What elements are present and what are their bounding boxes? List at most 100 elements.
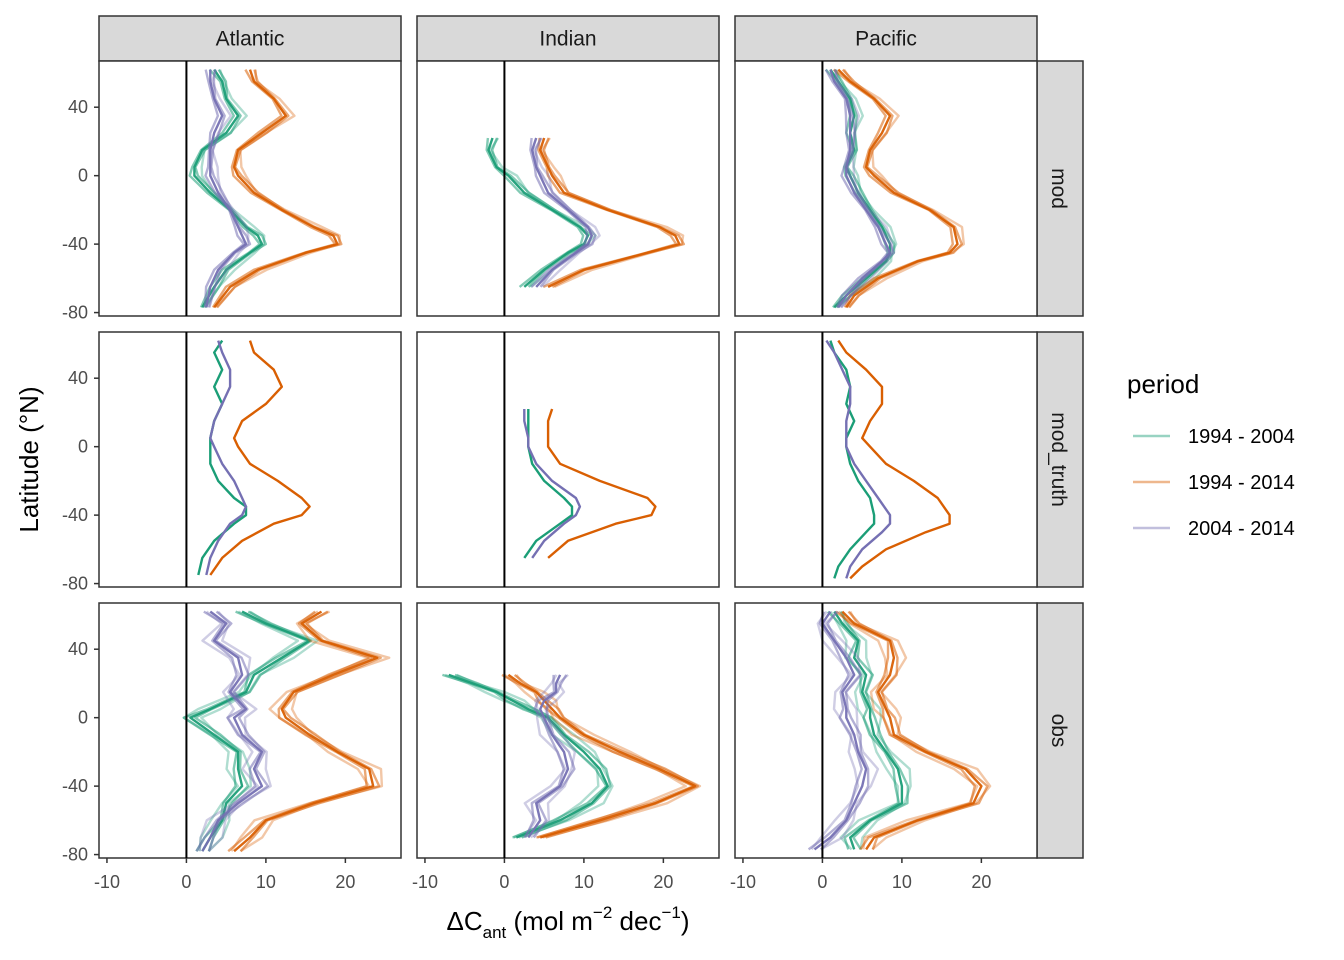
panel-background — [416, 60, 720, 317]
x-tick-label: 10 — [574, 872, 594, 892]
x-axis-title-base: ΔC — [446, 906, 482, 936]
series-line-1994-2004 — [182, 610, 309, 852]
series-line-2004-2014 — [207, 610, 270, 852]
legend-label-1994-2014: 1994 - 2014 — [1188, 472, 1295, 494]
series-line-1994-2004 — [485, 137, 585, 288]
series-line-1994-2014 — [215, 69, 341, 309]
series-line-2004-2014 — [205, 340, 248, 576]
y-axis: -80 -40 0 40 -80 -40 0 40 -80 -40 0 40 — [62, 97, 99, 865]
series-line-2004-2014 — [820, 610, 880, 851]
strip-mod-truth — [1036, 331, 1084, 588]
panel-background — [734, 602, 1038, 859]
series-line-1994-2004 — [834, 69, 898, 309]
y-tick-label: -40 — [62, 776, 88, 796]
x-tick-label: -10 — [94, 872, 120, 892]
series-line-2004-2014 — [208, 69, 252, 308]
panel-background — [416, 331, 720, 588]
series-line-1994-2004 — [489, 137, 597, 288]
series-group — [825, 339, 951, 580]
panel-atlantic-mod-truth — [98, 331, 402, 588]
panel-background — [734, 331, 1038, 588]
series-line-1994-2004 — [200, 69, 266, 309]
legend: period 1994 - 2004 1994 - 2014 2004 - 20… — [1127, 369, 1295, 540]
series-line-2004-2014 — [201, 610, 264, 852]
y-tick-label: 0 — [78, 437, 88, 457]
series-line-2004-2014 — [532, 674, 576, 839]
panel-background — [98, 331, 402, 588]
row-strips: mod mod_truth obs — [1036, 60, 1084, 859]
series-line-2004-2014 — [207, 69, 250, 308]
series-group — [824, 68, 965, 309]
series-group — [197, 339, 311, 576]
x-tick-label: 20 — [653, 872, 673, 892]
x-axis-title-exp2: −1 — [661, 903, 680, 922]
y-tick-label: -40 — [62, 234, 88, 254]
x-tick-label: -10 — [412, 872, 438, 892]
series-group — [188, 68, 343, 309]
series-line-2004-2014 — [203, 69, 246, 308]
series-line-1994-2014 — [230, 610, 371, 852]
series-line-1994-2014 — [546, 408, 657, 559]
series-line-2004-2014 — [834, 69, 894, 309]
series-line-2004-2014 — [820, 610, 870, 851]
series-line-1994-2004 — [829, 340, 876, 579]
x-axis-title-unit: (mol m — [506, 906, 593, 936]
series-line-1994-2004 — [188, 68, 261, 308]
series-line-1994-2004 — [442, 673, 608, 839]
panel-indian-mod — [416, 60, 720, 317]
panel-background — [98, 602, 402, 859]
panel-pacific-mod — [734, 60, 1038, 317]
legend-label-1994-2004: 1994 - 2004 — [1188, 426, 1295, 448]
series-line-1994-2014 — [227, 610, 373, 853]
panel-atlantic-obs — [98, 602, 402, 859]
strip-mod — [1036, 60, 1084, 317]
series-line-1994-2014 — [501, 673, 695, 839]
series-line-2004-2014 — [532, 137, 601, 288]
strip-label-pacific: Pacific — [855, 28, 917, 51]
y-tick-label: -80 — [62, 845, 88, 865]
series-line-2004-2014 — [824, 69, 890, 308]
series-line-1994-2014 — [209, 340, 311, 576]
x-tick-label: 10 — [256, 872, 276, 892]
series-line-1994-2014 — [847, 610, 989, 850]
series-group — [807, 610, 992, 851]
x-tick-label: 20 — [335, 872, 355, 892]
series-line-1994-2014 — [849, 611, 992, 851]
series-line-1994-2014 — [540, 137, 685, 288]
legend-title: period — [1127, 369, 1199, 399]
series-line-1994-2014 — [211, 69, 337, 309]
strip-label-indian: Indian — [539, 28, 596, 51]
x-tick-label: -10 — [730, 872, 756, 892]
series-line-2004-2014 — [195, 610, 262, 852]
series-line-1994-2014 — [515, 674, 702, 839]
series-group — [523, 408, 657, 559]
y-tick-label: 40 — [68, 368, 88, 388]
strip-label-obs: obs — [1047, 714, 1070, 748]
x-axis-title-exp1: −2 — [593, 903, 612, 922]
series-group — [442, 673, 702, 839]
strip-label-mod-truth: mod_truth — [1047, 412, 1070, 507]
y-tick-label: 40 — [68, 97, 88, 117]
x-axis-title: ΔCant (mol m−2 dec−1) — [446, 903, 689, 942]
series-line-1994-2014 — [537, 137, 678, 288]
strip-atlantic — [98, 15, 402, 62]
series-line-1994-2004 — [491, 137, 593, 288]
series-line-2004-2014 — [529, 137, 589, 288]
x-axis-title-sub: ant — [483, 923, 507, 942]
legend-label-2004-2014: 2004 - 2014 — [1188, 518, 1295, 540]
panel-pacific-mod-truth — [734, 331, 1038, 588]
strip-pacific — [734, 15, 1038, 62]
y-tick-label: -80 — [62, 574, 88, 594]
series-line-1994-2014 — [513, 673, 699, 839]
series-group — [182, 610, 391, 853]
x-tick-label: 20 — [971, 872, 991, 892]
series-line-2004-2014 — [534, 137, 597, 288]
strip-label-atlantic: Atlantic — [216, 28, 285, 51]
series-line-1994-2014 — [835, 610, 976, 851]
series-line-2004-2014 — [524, 674, 565, 839]
series-line-1994-2004 — [839, 611, 910, 851]
series-line-1994-2014 — [843, 68, 965, 309]
series-line-1994-2004 — [841, 611, 912, 850]
series-line-2004-2014 — [813, 610, 868, 851]
series-line-1994-2004 — [454, 673, 612, 839]
